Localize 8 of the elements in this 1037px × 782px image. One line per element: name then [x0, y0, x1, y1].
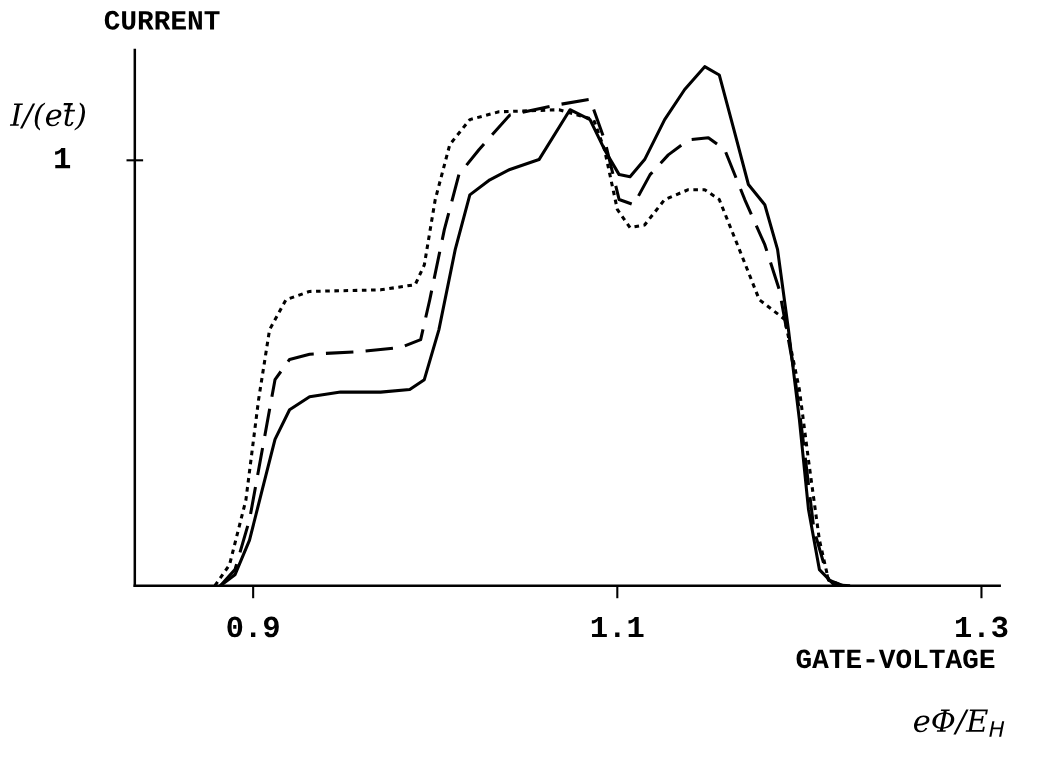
chart-title: CURRENT [104, 10, 220, 30]
y-axis-title: I/(et̄) [9, 102, 86, 131]
x-tick-label: 1.3 [956, 616, 1008, 638]
x-tick-label: 1.1 [591, 616, 644, 638]
x-tick-label: 0.9 [227, 616, 279, 638]
text: 1 [55, 148, 71, 169]
text: eΦ/E$_{H}$ [913, 709, 1005, 737]
x-axis-title: GATE-VOLTAGE [796, 649, 995, 669]
